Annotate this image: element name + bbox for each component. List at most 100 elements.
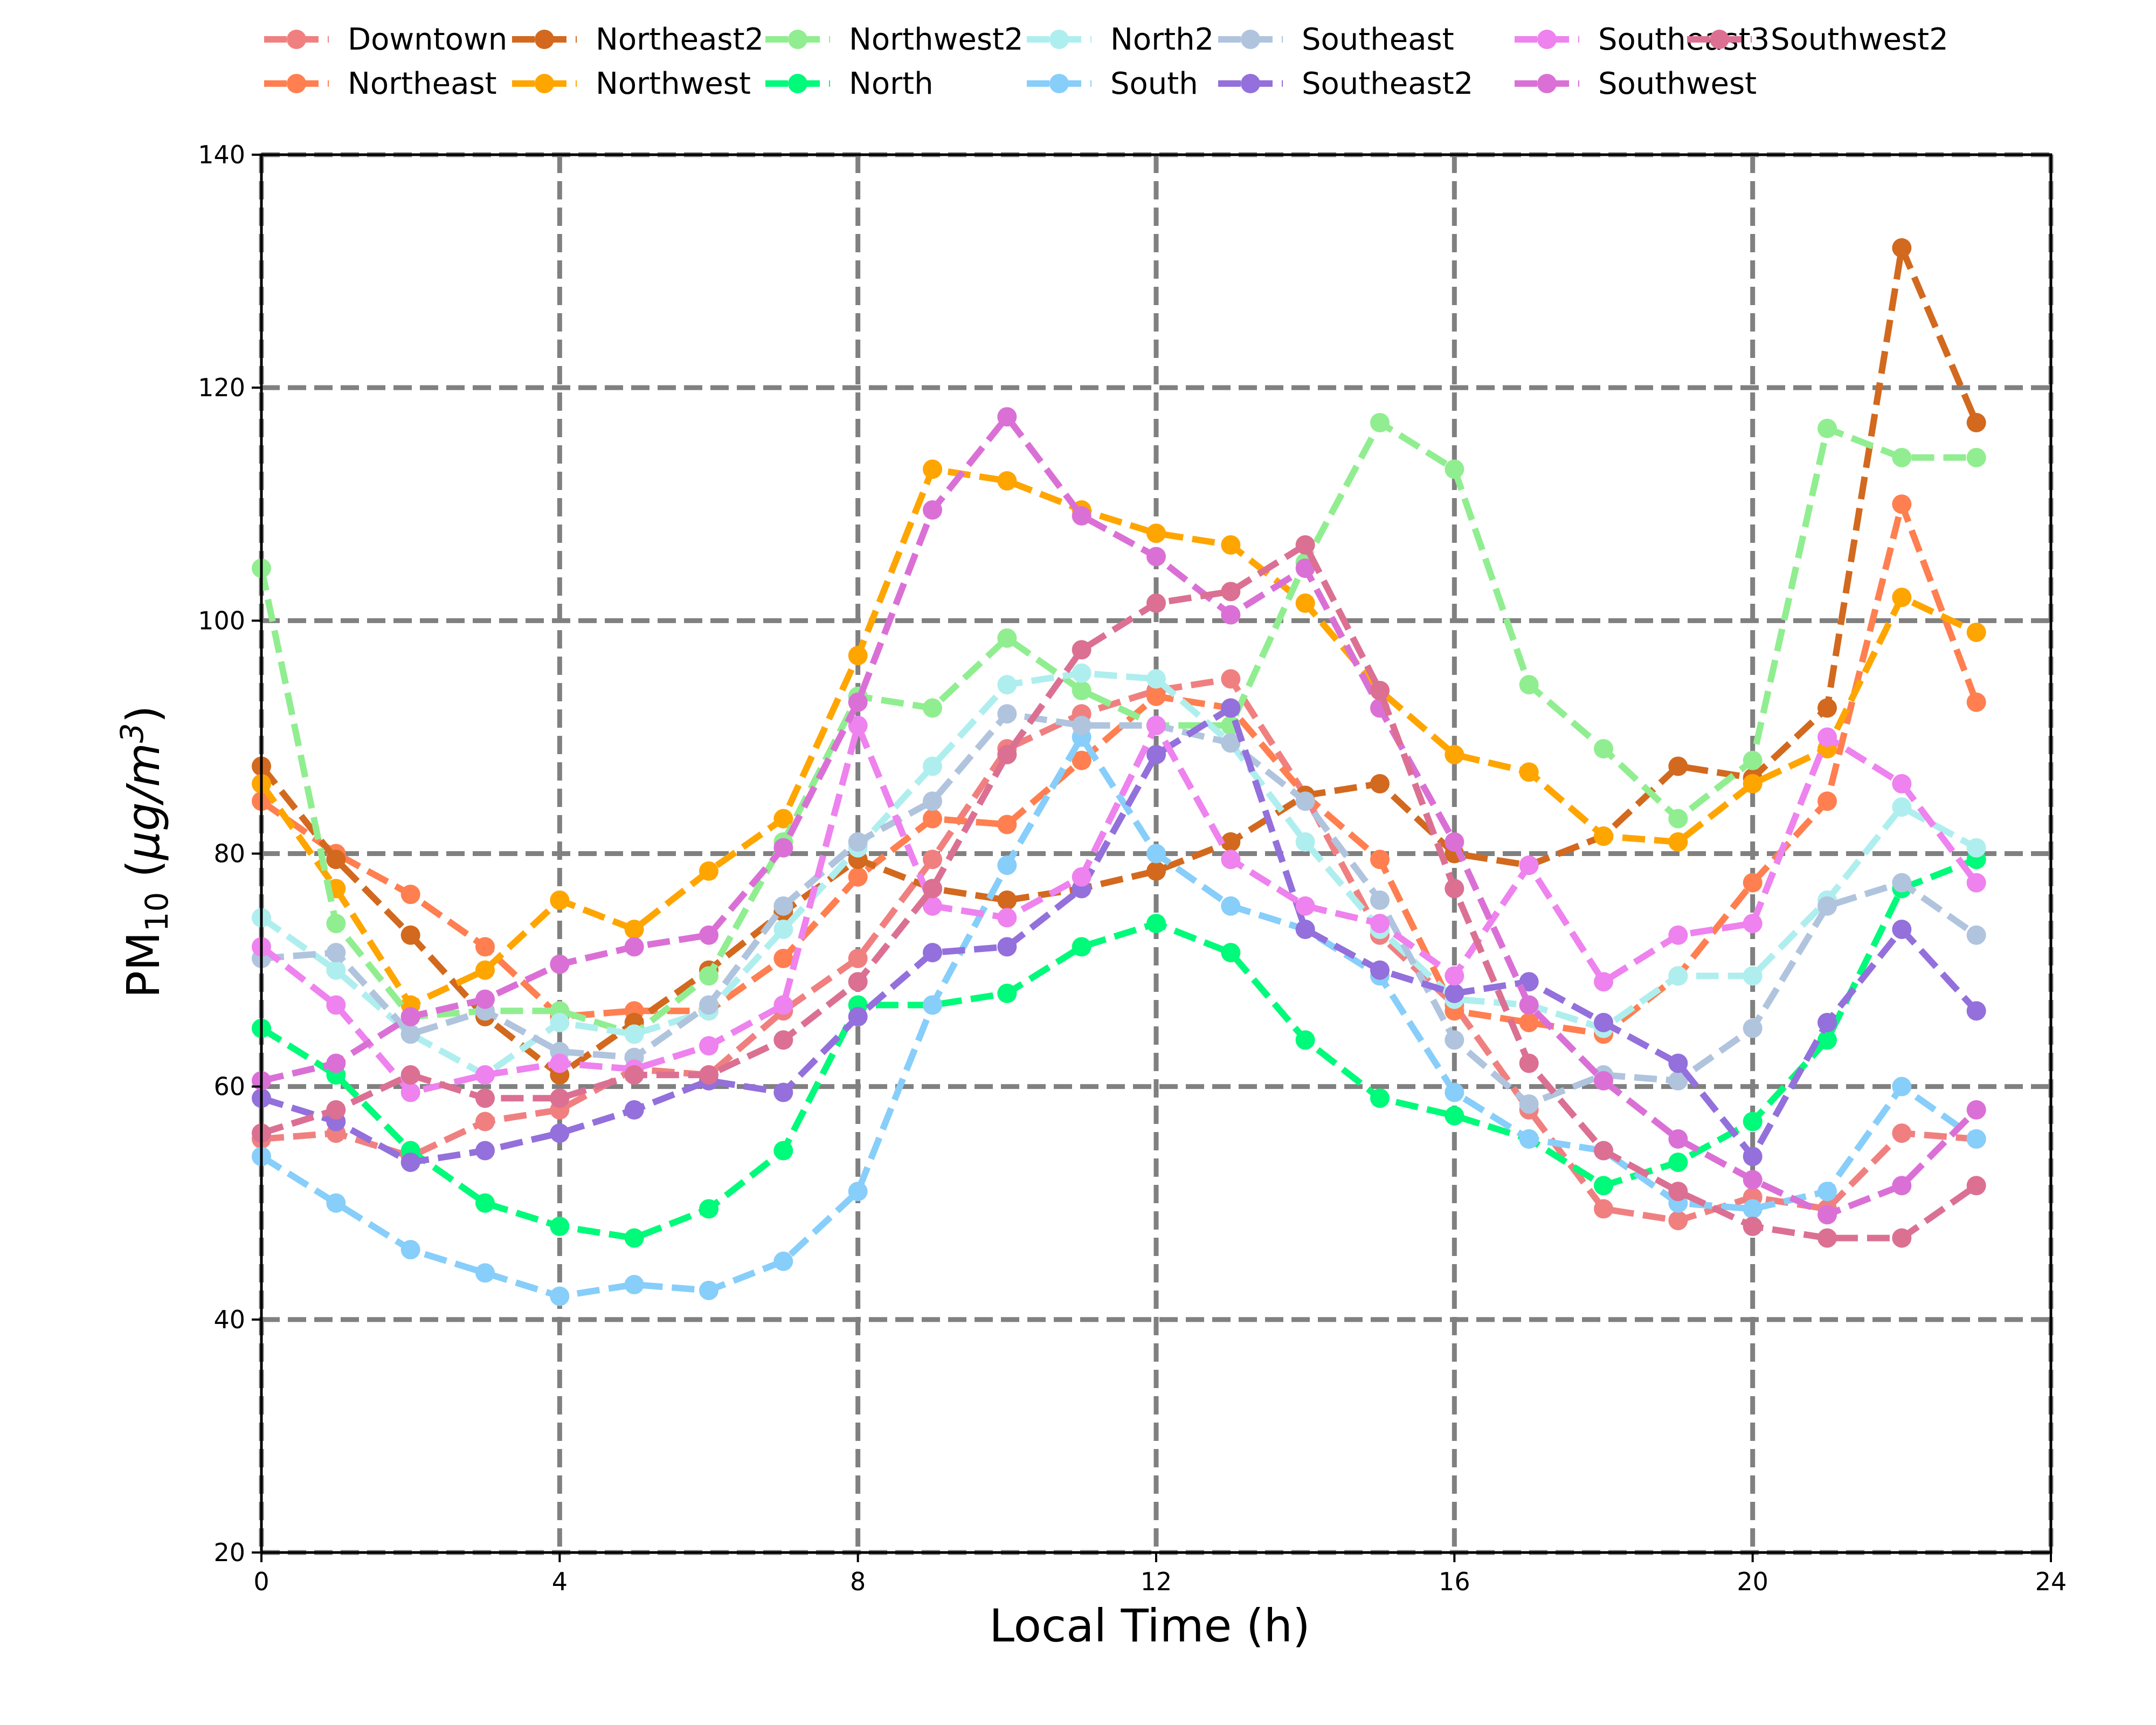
data-point-southeast3 <box>699 1036 718 1056</box>
data-point-downtown <box>1668 1211 1688 1231</box>
data-point-south <box>773 1251 793 1271</box>
data-point-southwest <box>923 500 942 520</box>
data-point-north2 <box>773 919 793 939</box>
data-point-northeast2 <box>1668 756 1688 776</box>
y-tick-label: 40 <box>213 1305 245 1334</box>
legend-label: Downtown <box>348 22 507 57</box>
y-axis-title: PM10 (μg/m3) <box>114 705 175 998</box>
data-point-north <box>1594 1176 1613 1196</box>
data-point-south <box>624 1275 644 1295</box>
data-point-south <box>1892 1077 1912 1096</box>
data-point-southwest <box>1445 832 1464 852</box>
data-point-south <box>1146 844 1166 864</box>
data-point-north <box>1668 1153 1688 1172</box>
data-point-southwest2 <box>699 1065 718 1085</box>
series-northeast2 <box>252 238 1986 1085</box>
data-point-southeast <box>1295 791 1315 811</box>
data-point-northwest <box>1594 826 1613 846</box>
legend-item-northwest: Northwest <box>512 66 751 101</box>
data-point-northwest2 <box>1594 739 1613 759</box>
data-point-south <box>997 855 1017 875</box>
data-point-southeast3 <box>1743 914 1763 934</box>
x-tick-label: 12 <box>1141 1567 1172 1596</box>
data-point-southeast <box>1370 890 1390 910</box>
data-point-north <box>1445 1106 1464 1126</box>
data-point-southwest2 <box>848 972 868 992</box>
data-point-northwest2 <box>997 628 1017 648</box>
data-point-southeast <box>848 832 868 852</box>
data-point-southwest <box>773 838 793 858</box>
data-point-northwest2 <box>1818 418 1837 438</box>
data-point-north <box>624 1228 644 1248</box>
data-point-southwest <box>326 1053 346 1073</box>
data-point-southeast3 <box>848 715 868 735</box>
data-point-north <box>1221 943 1241 963</box>
data-point-southeast <box>1966 925 1986 945</box>
data-point-northeast <box>1743 873 1763 893</box>
data-point-northwest <box>1221 535 1241 555</box>
data-point-northeast2 <box>400 925 420 945</box>
data-point-northeast2 <box>997 890 1017 910</box>
data-point-southeast3 <box>1966 873 1986 893</box>
data-point-northwest2 <box>699 966 718 986</box>
x-tick-label: 20 <box>1737 1567 1768 1596</box>
data-point-northeast <box>923 809 942 829</box>
data-point-south <box>848 1182 868 1202</box>
data-point-northwest <box>997 471 1017 491</box>
data-point-northwest2 <box>1668 809 1688 829</box>
data-point-southeast <box>1818 896 1837 916</box>
data-point-southeast2 <box>1445 983 1464 1003</box>
series-line-southwest <box>260 413 1979 1218</box>
legend-marker <box>287 30 306 49</box>
legend-marker <box>1537 74 1557 93</box>
y-tick-label: 140 <box>198 140 245 169</box>
series-northeast <box>252 494 1986 1044</box>
series-line-northeast <box>259 501 1980 1038</box>
data-point-northeast <box>1519 1012 1539 1032</box>
legend-item-south: South <box>1027 66 1198 101</box>
legend-item-northeast2: Northeast2 <box>512 22 764 57</box>
data-point-south <box>475 1263 495 1283</box>
data-point-southeast2 <box>400 1153 420 1172</box>
legend-marker <box>1049 74 1069 93</box>
data-point-southwest2 <box>1892 1228 1912 1248</box>
data-point-northwest <box>624 919 644 939</box>
data-point-southwest <box>475 989 495 1009</box>
data-point-northeast2 <box>1370 774 1390 794</box>
data-point-northwest2 <box>1519 675 1539 695</box>
data-point-southeast <box>699 995 718 1015</box>
data-point-southwest <box>1892 1176 1912 1196</box>
data-point-southwest2 <box>1295 535 1315 555</box>
y-axis-title-superscript: 3 <box>114 723 150 743</box>
legend-item-southeast2: Southeast2 <box>1218 66 1473 101</box>
data-point-southeast <box>1445 1030 1464 1050</box>
data-point-northwest2 <box>1892 447 1912 467</box>
data-point-northwest <box>550 890 570 910</box>
series-line-north <box>259 856 1978 1241</box>
data-point-southwest <box>1818 1205 1837 1225</box>
series-south <box>252 727 1986 1306</box>
data-point-southwest2 <box>1370 680 1390 700</box>
data-point-southeast3 <box>550 1053 570 1073</box>
data-point-southwest <box>624 937 644 957</box>
data-point-southeast3 <box>1445 966 1464 986</box>
data-point-downtown <box>923 850 942 870</box>
legend-marker <box>287 74 306 93</box>
data-point-southeast2 <box>1295 919 1315 939</box>
data-point-north <box>1743 1112 1763 1131</box>
x-tick-label: 4 <box>552 1567 568 1596</box>
data-point-northwest2 <box>326 914 346 934</box>
data-point-southeast2 <box>550 1123 570 1143</box>
data-point-southwest2 <box>773 1030 793 1050</box>
data-point-northwest <box>475 960 495 980</box>
data-point-northeast <box>1146 686 1166 706</box>
data-point-southeast3 <box>1818 727 1837 747</box>
legend-marker <box>788 74 807 93</box>
data-point-northeast2 <box>1892 238 1912 258</box>
y-axis-ticks: 20 40 60 80 100 120 140 <box>198 140 261 1567</box>
series-southeast <box>252 704 1986 1114</box>
data-point-southwest <box>1072 506 1091 526</box>
data-point-north <box>1295 1030 1315 1050</box>
legend-label: Southwest2 <box>1771 22 1948 57</box>
